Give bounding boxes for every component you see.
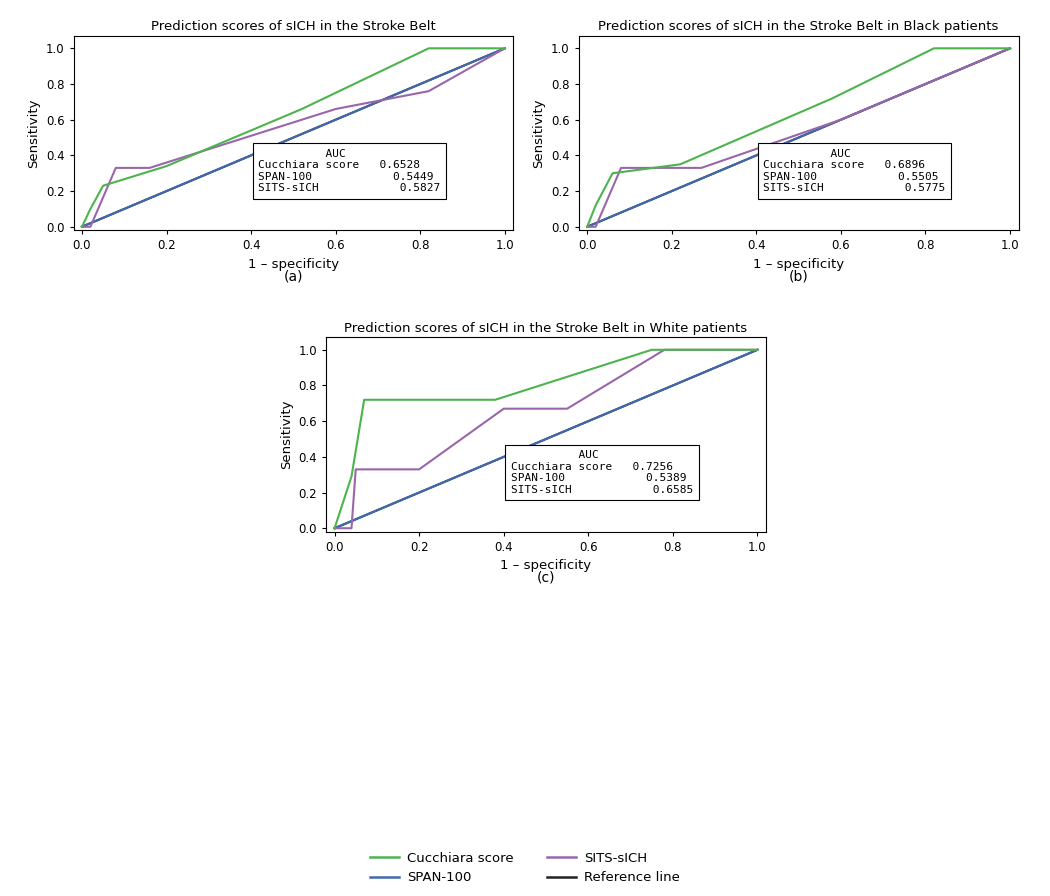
Y-axis label: Sensitivity: Sensitivity [280,400,293,470]
Text: (c): (c) [537,571,555,585]
Title: Prediction scores of sICH in the Stroke Belt in Black patients: Prediction scores of sICH in the Stroke … [598,21,999,33]
Text: AUC
Cucchiara score   0.7256
SPAN-100            0.5389
SITS-sICH            0.6: AUC Cucchiara score 0.7256 SPAN-100 0.53… [510,450,693,495]
X-axis label: 1 – specificity: 1 – specificity [501,559,591,573]
X-axis label: 1 – specificity: 1 – specificity [753,258,844,271]
Text: (a): (a) [284,269,303,283]
Legend: Cucchiara score, SPAN-100, SITS-sICH, Reference line: Cucchiara score, SPAN-100, SITS-sICH, Re… [365,846,685,890]
Y-axis label: Sensitivity: Sensitivity [532,99,546,168]
Title: Prediction scores of sICH in the Stroke Belt in White patients: Prediction scores of sICH in the Stroke … [344,322,748,335]
Y-axis label: Sensitivity: Sensitivity [27,99,40,168]
X-axis label: 1 – specificity: 1 – specificity [248,258,339,271]
Text: AUC
Cucchiara score   0.6528
SPAN-100            0.5449
SITS-sICH            0.5: AUC Cucchiara score 0.6528 SPAN-100 0.54… [258,149,440,194]
Text: (b): (b) [789,269,808,283]
Title: Prediction scores of sICH in the Stroke Belt: Prediction scores of sICH in the Stroke … [151,21,436,33]
Text: AUC
Cucchiara score   0.6896
SPAN-100            0.5505
SITS-sICH            0.5: AUC Cucchiara score 0.6896 SPAN-100 0.55… [763,149,946,194]
